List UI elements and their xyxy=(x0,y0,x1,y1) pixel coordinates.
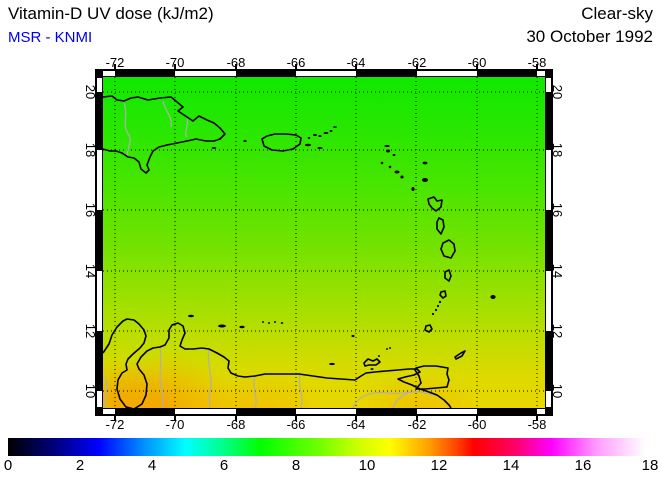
frame-band-right xyxy=(545,77,552,408)
colorbar-label: 10 xyxy=(358,457,376,474)
colorbar-label: 14 xyxy=(502,457,520,474)
colorbar-label: 4 xyxy=(147,457,157,474)
coastlines xyxy=(103,95,466,408)
rivers-and-borders xyxy=(104,100,438,408)
axis-label-lon-bottom: -64 xyxy=(346,417,366,432)
axis-label-lon-top: -58 xyxy=(527,55,547,70)
axis-tick xyxy=(536,64,538,69)
axis-tick xyxy=(416,64,418,69)
coastlines-map xyxy=(103,77,545,408)
colorbar-label: 8 xyxy=(291,457,301,474)
colorbar-label: 18 xyxy=(641,457,659,474)
axis-label-lon-bottom: -70 xyxy=(165,417,185,432)
axis-tick xyxy=(355,64,357,69)
graticule xyxy=(103,77,545,408)
uv-dose-field xyxy=(103,77,545,408)
colorbar-label: 2 xyxy=(75,457,85,474)
axis-label-lon-top: -66 xyxy=(286,55,306,70)
axis-label-lon-top: -62 xyxy=(407,55,427,70)
colorbar xyxy=(8,438,655,456)
axis-tick xyxy=(235,64,237,69)
date-label: 30 October 1992 xyxy=(526,27,653,46)
axis-tick xyxy=(114,416,116,421)
axis-label-lon-top: -70 xyxy=(165,55,185,70)
frame-band-left xyxy=(96,77,103,408)
axis-label-lon-bottom: -68 xyxy=(226,417,246,432)
axis-label-lon-bottom: -58 xyxy=(527,417,547,432)
axis-tick xyxy=(476,416,478,421)
axis-tick xyxy=(295,416,297,421)
axis-label-lon-bottom: -60 xyxy=(467,417,487,432)
axis-tick xyxy=(536,416,538,421)
axis-tick xyxy=(295,64,297,69)
axis-label-lon-bottom: -66 xyxy=(286,417,306,432)
axis-tick xyxy=(355,416,357,421)
frame-band-top xyxy=(96,70,552,77)
small-islands xyxy=(188,126,496,370)
axis-tick xyxy=(174,416,176,421)
colorbar-label: 6 xyxy=(219,457,229,474)
axis-label-lon-bottom: -72 xyxy=(105,417,125,432)
data-source-label: MSR - KNMI xyxy=(8,29,93,46)
axis-tick xyxy=(114,64,116,69)
map-frame xyxy=(95,69,553,416)
axis-label-lon-bottom: -62 xyxy=(407,417,427,432)
colorbar-label: 16 xyxy=(574,457,592,474)
axis-tick xyxy=(174,64,176,69)
axis-tick xyxy=(476,64,478,69)
axis-label-lon-top: -64 xyxy=(346,55,366,70)
axis-label-lon-top: -72 xyxy=(105,55,125,70)
page-title: Vitamin-D UV dose (kJ/m2) xyxy=(8,4,214,23)
colorbar-label: 0 xyxy=(3,457,13,474)
sky-condition-label: Clear-sky xyxy=(581,4,653,23)
frame-band-bottom xyxy=(96,408,552,415)
axis-tick xyxy=(235,416,237,421)
axis-tick xyxy=(416,416,418,421)
colorbar-label: 12 xyxy=(430,457,448,474)
axis-label-lon-top: -68 xyxy=(226,55,246,70)
axis-label-lon-top: -60 xyxy=(467,55,487,70)
